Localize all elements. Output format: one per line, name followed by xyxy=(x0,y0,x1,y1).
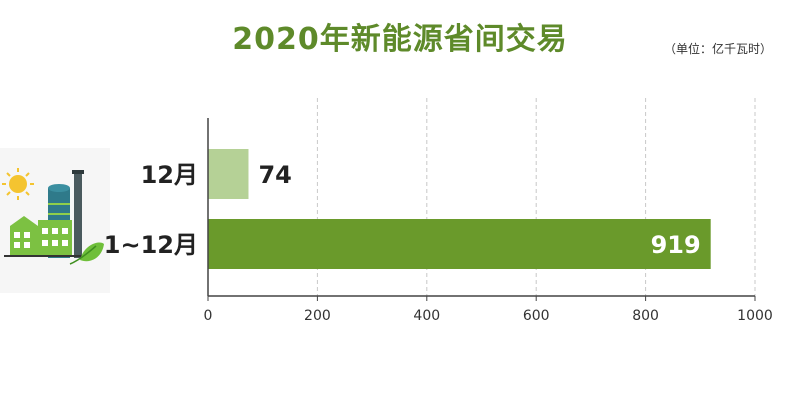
labels: 0 200 400 600 800 1000 12月 74 1~12月 919 xyxy=(104,161,773,324)
x-tick-label: 200 xyxy=(304,308,331,324)
bars xyxy=(208,149,711,269)
value-label: 74 xyxy=(258,161,291,189)
chart-title: 2020年新能源省间交易 xyxy=(232,22,568,57)
category-label: 12月 xyxy=(141,161,198,189)
x-tick-label: 600 xyxy=(523,308,550,324)
x-tick-label: 800 xyxy=(632,308,659,324)
category-label: 1~12月 xyxy=(104,231,198,259)
unit-label: （单位：亿千瓦时） xyxy=(663,42,772,56)
x-tick-label: 0 xyxy=(204,308,213,324)
x-tick-label: 1000 xyxy=(737,308,773,324)
bar-1 xyxy=(208,149,249,199)
axes xyxy=(207,118,756,301)
bar-2 xyxy=(208,219,711,269)
green-factory-icon xyxy=(0,148,110,293)
value-label: 919 xyxy=(651,231,701,259)
x-tick-label: 400 xyxy=(413,308,440,324)
